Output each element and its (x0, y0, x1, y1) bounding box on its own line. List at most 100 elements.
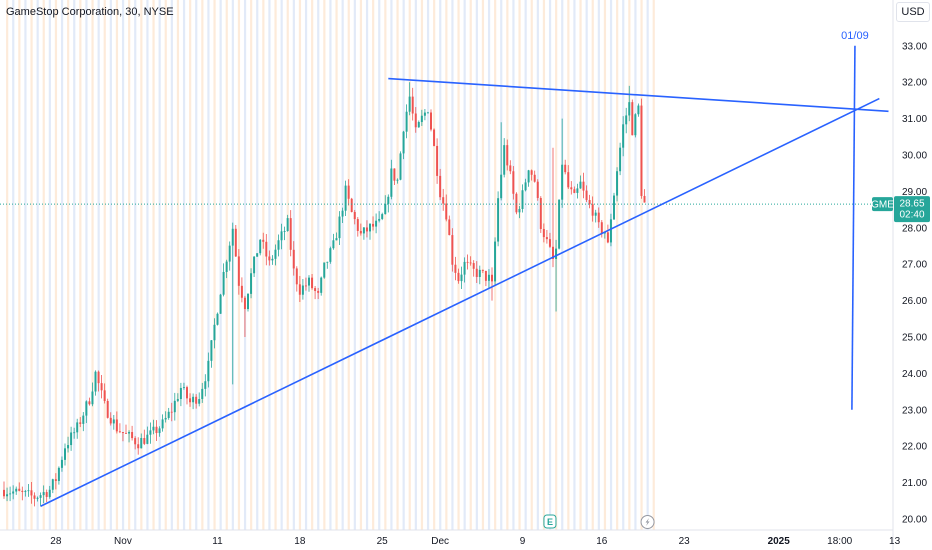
candle-body (186, 387, 188, 399)
candle-body (301, 285, 304, 295)
candle-body (24, 491, 27, 492)
candle-body (143, 438, 146, 444)
upper-resistance-line[interactable] (388, 77, 889, 113)
candle-body (3, 489, 5, 497)
session-stripe (481, 0, 485, 530)
price-tick-label: 26.00 (902, 296, 927, 307)
price-tick-label: 32.00 (902, 78, 927, 89)
dividend-marker[interactable] (640, 515, 655, 529)
candle-body (384, 203, 387, 215)
candle-body (350, 198, 353, 212)
candle-body (308, 277, 310, 286)
time-tick-label: Nov (114, 536, 132, 547)
dividend-glyph (645, 518, 650, 526)
currency-button[interactable]: USD (896, 2, 930, 22)
session-stripe (170, 0, 173, 530)
candle-body (12, 491, 15, 494)
candle-body (234, 228, 237, 257)
candle-body (341, 210, 344, 217)
candle-body (552, 246, 554, 259)
session-stripe (640, 0, 643, 530)
candle-body (442, 197, 445, 204)
candle-body (311, 277, 314, 289)
candle-body (411, 96, 414, 114)
lower-support-line[interactable] (40, 97, 880, 507)
session-stripe (30, 0, 33, 530)
candle-body (548, 239, 551, 247)
candle-body (39, 495, 42, 498)
price-axis[interactable]: 20.00 21.00 22.00 23.00 24.00 25.00 26.00 27.00… (902, 41, 927, 525)
candle-body (231, 228, 234, 246)
session-stripe (359, 0, 363, 530)
session-stripe (73, 0, 76, 530)
session-stripe (372, 0, 375, 530)
session-stripe (298, 0, 302, 530)
session-stripe (628, 0, 631, 530)
candle-body (527, 170, 530, 183)
candle-body (506, 145, 509, 166)
session-stripe (134, 0, 137, 530)
candle-body (417, 122, 420, 128)
candle-body (451, 235, 454, 265)
price-tick-label: 23.00 (902, 405, 927, 416)
session-stripe (67, 0, 70, 530)
session-stripe (353, 0, 356, 530)
candle-body (167, 411, 170, 418)
candle-body (198, 399, 201, 404)
candle-body (317, 290, 320, 293)
vertical-marker-line[interactable] (851, 45, 856, 410)
candle-body (457, 272, 460, 282)
candle-body (500, 174, 503, 199)
candle-body (36, 497, 39, 499)
candle-body (243, 297, 246, 310)
candle-body (622, 124, 625, 148)
candle-body (353, 211, 356, 220)
candle-body (125, 432, 127, 434)
candle-body (606, 232, 609, 243)
candle-body (585, 190, 588, 201)
price-tick-label: 29.00 (902, 187, 927, 198)
candles (3, 82, 646, 507)
candle-body (323, 262, 326, 278)
session-stripe (311, 0, 314, 530)
candle-body (155, 426, 158, 434)
candle-body (192, 396, 195, 403)
candle-body (179, 387, 182, 400)
session-stripe (128, 0, 131, 530)
price-tick-label: 20.00 (902, 515, 927, 526)
trendlines[interactable] (40, 45, 889, 507)
session-stripe (567, 0, 570, 530)
session-stripe (341, 0, 344, 530)
session-stripe (408, 0, 411, 530)
session-stripe (384, 0, 387, 530)
candle-body (292, 249, 295, 269)
session-stripe (115, 0, 119, 530)
candle-body (466, 261, 469, 263)
candle-body (338, 216, 341, 239)
candle-body (518, 209, 521, 213)
session-stripe (286, 0, 289, 530)
session-stripe (457, 0, 460, 530)
session-stripe (152, 0, 155, 530)
candle-body (399, 153, 402, 180)
candle-body (134, 438, 137, 445)
candle-body (176, 399, 179, 401)
candle-body (283, 231, 286, 232)
price-tick-label: 24.00 (902, 369, 927, 380)
session-stripe (530, 0, 533, 530)
earnings-marker[interactable]: E (543, 514, 557, 529)
candle-body (100, 383, 103, 391)
time-axis[interactable]: 28 Nov 11 18 25 Dec 9 16 23 2025 18:00 13 (50, 536, 900, 547)
bar-countdown: 02:40 (899, 210, 924, 221)
session-stripe (616, 0, 619, 530)
candle-body (430, 112, 432, 130)
session-stripe (195, 0, 198, 530)
candle-body (225, 261, 228, 272)
candle-body (600, 222, 603, 234)
candle-body (30, 490, 33, 496)
session-stripe (219, 0, 222, 530)
candle-body (21, 490, 24, 492)
